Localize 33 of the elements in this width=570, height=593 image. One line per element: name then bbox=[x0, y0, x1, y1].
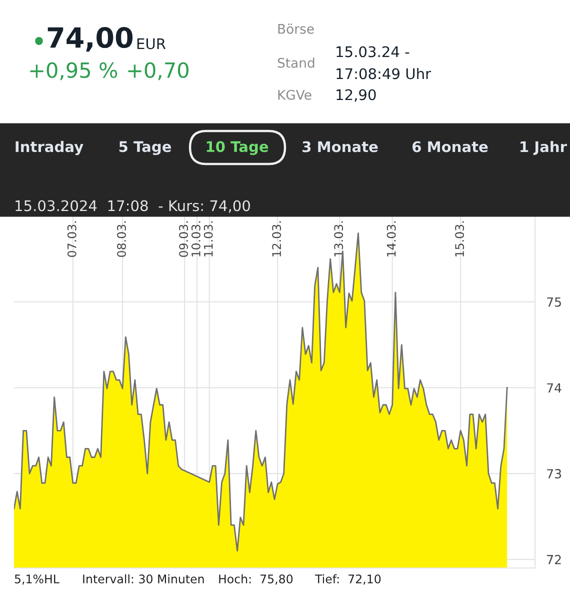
x-tick-label: 12.03. bbox=[272, 221, 282, 256]
y-tick-label: 72 bbox=[547, 554, 561, 564]
text: 15.03.24 - bbox=[336, 46, 410, 58]
text: Stand bbox=[278, 58, 314, 68]
text: EUR bbox=[137, 38, 166, 50]
text: KGVe bbox=[278, 90, 312, 100]
text: 5 Tage bbox=[119, 141, 172, 156]
x-tick-label: 07.03. bbox=[67, 221, 76, 257]
text: 3 Monate bbox=[302, 141, 378, 152]
text: Börse bbox=[278, 24, 314, 34]
y-tick-label: 75 bbox=[547, 297, 561, 307]
text: Hoch: 75,80 bbox=[219, 574, 293, 585]
text: Intraday bbox=[16, 140, 84, 156]
text: 1 Jahr bbox=[520, 140, 567, 155]
x-tick-label: 09.03. bbox=[179, 221, 188, 257]
text: 10 Tage bbox=[206, 141, 268, 156]
text: Intervall: 30 Minuten bbox=[83, 574, 204, 584]
text: +0,95 % bbox=[30, 62, 118, 80]
y-tick-label: 74 bbox=[547, 383, 562, 392]
text: +0,70 bbox=[128, 62, 188, 80]
x-tick-label: 08.03. bbox=[117, 221, 126, 257]
x-tick-label: 11.03. bbox=[204, 221, 213, 256]
chart-title: 15.03.2024 17:08 - Kurs: 74,00 bbox=[16, 200, 250, 213]
text: 17:08:49 Uhr bbox=[336, 68, 432, 80]
text: 74,00 bbox=[48, 27, 133, 52]
text: 12,90 bbox=[336, 89, 376, 102]
y-tick-label: 73 bbox=[547, 469, 562, 478]
x-tick-label: 15.03. bbox=[455, 221, 464, 256]
x-tick-label: 10.03. bbox=[191, 221, 200, 256]
x-tick-label: 14.03. bbox=[386, 221, 396, 256]
text: 5,1%HL bbox=[14, 574, 60, 585]
text: 6 Monate bbox=[412, 141, 488, 152]
text: Tief: 72,10 bbox=[314, 574, 381, 585]
